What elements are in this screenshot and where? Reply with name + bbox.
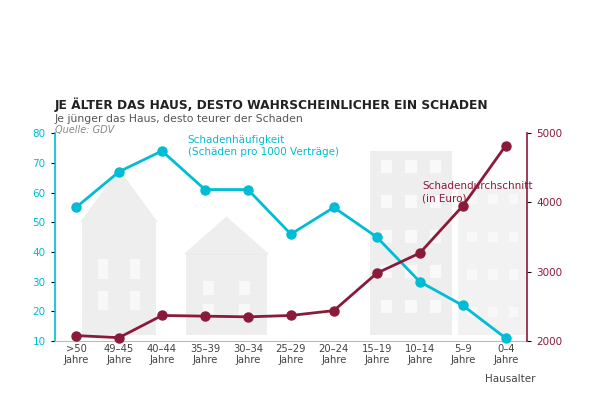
Text: Schadendurchschnitt
(in Euro): Schadendurchschnitt (in Euro) xyxy=(422,181,533,203)
Polygon shape xyxy=(467,232,477,242)
Polygon shape xyxy=(430,195,441,208)
Polygon shape xyxy=(130,259,140,279)
Polygon shape xyxy=(430,160,441,173)
Polygon shape xyxy=(508,232,518,242)
Polygon shape xyxy=(430,265,441,278)
Polygon shape xyxy=(81,169,158,222)
Polygon shape xyxy=(405,160,417,173)
Polygon shape xyxy=(381,195,393,208)
Polygon shape xyxy=(488,269,498,280)
Polygon shape xyxy=(203,281,214,295)
Polygon shape xyxy=(381,265,393,278)
Polygon shape xyxy=(508,269,518,280)
Polygon shape xyxy=(98,259,108,279)
Polygon shape xyxy=(239,281,250,295)
Polygon shape xyxy=(370,151,452,335)
Polygon shape xyxy=(203,304,214,317)
Polygon shape xyxy=(405,300,417,313)
Polygon shape xyxy=(467,307,477,317)
Text: Je jünger das Haus, desto teurer der Schaden: Je jünger das Haus, desto teurer der Sch… xyxy=(55,114,303,124)
Polygon shape xyxy=(405,195,417,208)
Polygon shape xyxy=(82,222,156,335)
Text: JE ÄLTER DAS HAUS, DESTO WAHRSCHEINLICHER EIN SCHADEN: JE ÄLTER DAS HAUS, DESTO WAHRSCHEINLICHE… xyxy=(55,98,488,112)
Polygon shape xyxy=(381,300,393,313)
Polygon shape xyxy=(467,269,477,280)
Polygon shape xyxy=(130,291,140,310)
Polygon shape xyxy=(467,194,477,204)
Polygon shape xyxy=(430,230,441,243)
Polygon shape xyxy=(381,160,393,173)
Polygon shape xyxy=(381,230,393,243)
Text: Quelle: GDV: Quelle: GDV xyxy=(55,125,114,135)
Polygon shape xyxy=(508,307,518,317)
Polygon shape xyxy=(488,307,498,317)
Polygon shape xyxy=(508,194,518,204)
Polygon shape xyxy=(405,230,417,243)
Polygon shape xyxy=(239,304,250,317)
Polygon shape xyxy=(405,265,417,278)
Polygon shape xyxy=(459,187,527,335)
Text: Hausalter: Hausalter xyxy=(485,374,536,384)
Text: Schadenhäufigkeit
(Schäden pro 1000 Verträge): Schadenhäufigkeit (Schäden pro 1000 Vert… xyxy=(188,135,339,157)
Polygon shape xyxy=(185,254,267,335)
Polygon shape xyxy=(430,300,441,313)
Polygon shape xyxy=(98,291,108,310)
Polygon shape xyxy=(488,194,498,204)
Polygon shape xyxy=(184,216,270,254)
Polygon shape xyxy=(488,232,498,242)
